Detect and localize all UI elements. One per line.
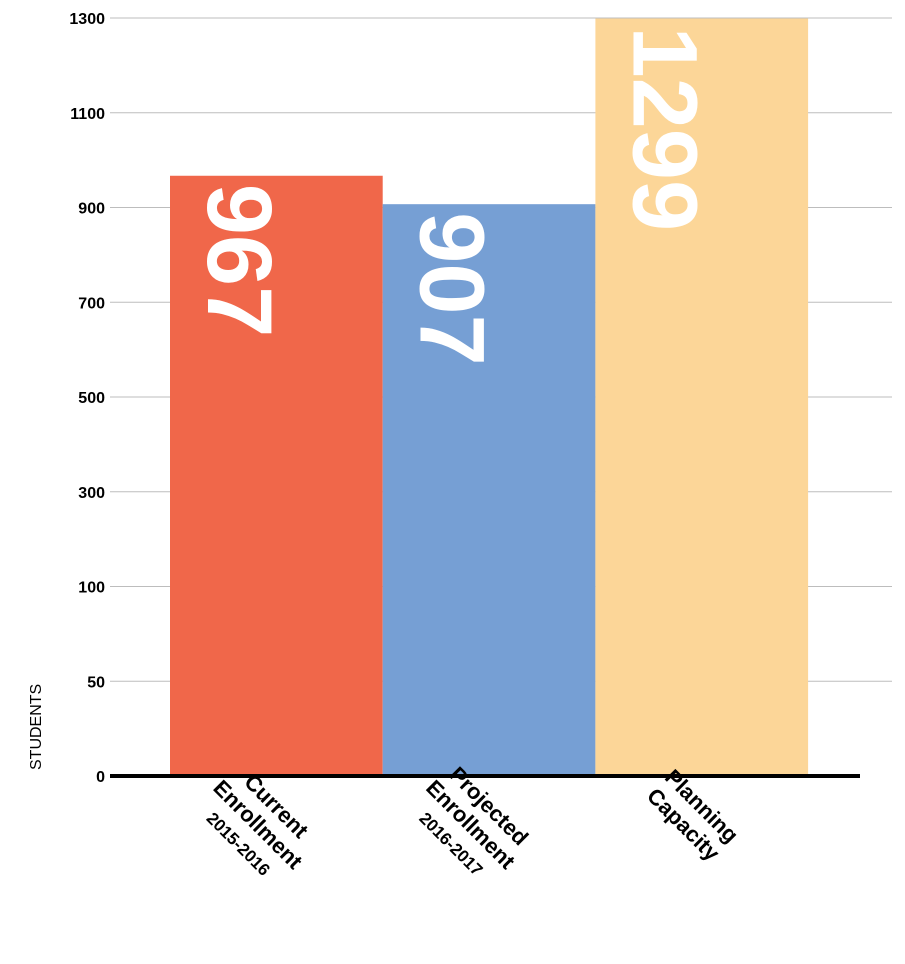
y-tick-label: 500 bbox=[78, 390, 105, 407]
bar-value-label: 1299 bbox=[613, 26, 715, 231]
y-tick-label: 700 bbox=[78, 295, 105, 312]
y-tick-label: 300 bbox=[78, 485, 105, 502]
y-tick-label: 900 bbox=[78, 201, 105, 218]
y-tick-label: 1300 bbox=[69, 11, 105, 28]
y-axis-label: STUDENTS bbox=[28, 684, 45, 770]
bar bbox=[170, 175, 383, 777]
bar-value-label: 907 bbox=[401, 212, 503, 366]
y-tick-label: 50 bbox=[87, 674, 105, 691]
bar bbox=[382, 204, 596, 777]
bars: 967 907 1299 bbox=[170, 18, 809, 777]
y-tick-label: 0 bbox=[96, 769, 105, 786]
y-tick-label: 1100 bbox=[70, 106, 105, 123]
y-tick-label: 100 bbox=[78, 580, 105, 597]
bar bbox=[595, 18, 809, 776]
bar-value-label: 967 bbox=[188, 184, 290, 337]
y-tick-labels: 0 50 100 300 500 700 900 1100 1300 bbox=[69, 11, 105, 786]
